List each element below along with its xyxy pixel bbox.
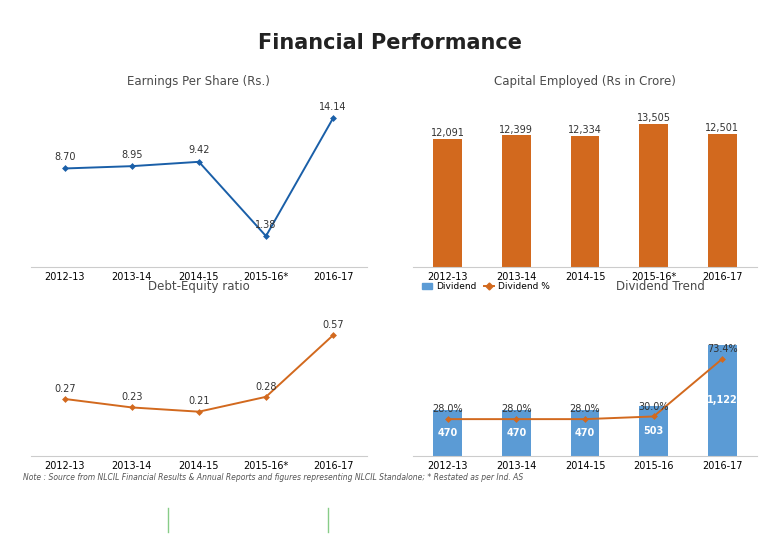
Text: 1.38: 1.38 <box>255 220 277 229</box>
Text: 1,122: 1,122 <box>707 395 738 406</box>
Text: 503: 503 <box>644 426 664 436</box>
Text: NLC India Limited: NLC India Limited <box>17 514 134 527</box>
Text: Debt-Equity ratio: Debt-Equity ratio <box>148 280 250 293</box>
Text: 470: 470 <box>506 428 526 438</box>
Text: 73.4%: 73.4% <box>707 344 738 354</box>
Bar <box>502 136 530 267</box>
Text: 0.23: 0.23 <box>121 392 143 402</box>
Bar <box>502 409 530 456</box>
Text: 0.28: 0.28 <box>255 382 277 392</box>
Legend: Dividend, Dividend %: Dividend, Dividend % <box>418 279 554 295</box>
Bar <box>708 134 736 267</box>
Text: 13,505: 13,505 <box>636 113 671 123</box>
Text: November-2017: November-2017 <box>335 515 425 525</box>
Text: 30.0%: 30.0% <box>638 402 669 412</box>
Text: Note : Source from NLCIL Financial Results & Annual Reports and figures represen: Note : Source from NLCIL Financial Resul… <box>23 473 523 482</box>
Text: 0.21: 0.21 <box>188 396 210 407</box>
Text: 8.70: 8.70 <box>54 152 76 162</box>
Text: Earnings Per Share (Rs.): Earnings Per Share (Rs.) <box>127 75 271 88</box>
Text: Dividend Trend: Dividend Trend <box>616 280 705 293</box>
Text: 28.0%: 28.0% <box>569 404 601 415</box>
Text: Corporate Presentation: Corporate Presentation <box>176 515 305 525</box>
Bar <box>434 409 462 456</box>
Text: 12,399: 12,399 <box>499 125 534 134</box>
Text: Financial Performance: Financial Performance <box>258 33 522 53</box>
Text: 12,334: 12,334 <box>568 125 602 135</box>
Text: 0.27: 0.27 <box>54 383 76 394</box>
Bar <box>640 124 668 267</box>
Text: 0.57: 0.57 <box>322 320 344 330</box>
Bar <box>640 406 668 456</box>
Text: Capital Employed (Rs in Crore): Capital Employed (Rs in Crore) <box>494 75 676 88</box>
Bar <box>571 136 599 267</box>
Bar <box>434 139 462 267</box>
Bar <box>571 409 599 456</box>
Text: 14.14: 14.14 <box>319 102 347 112</box>
Text: 28.0%: 28.0% <box>501 404 532 415</box>
Text: 16: 16 <box>741 514 760 527</box>
Text: 9.42: 9.42 <box>188 145 210 156</box>
Text: 12,091: 12,091 <box>431 128 465 138</box>
Text: 28.0%: 28.0% <box>432 404 463 415</box>
Text: 470: 470 <box>438 428 458 438</box>
Text: 8.95: 8.95 <box>121 150 143 160</box>
Text: 12,501: 12,501 <box>705 124 739 133</box>
Bar <box>708 345 736 456</box>
Text: 470: 470 <box>575 428 595 438</box>
